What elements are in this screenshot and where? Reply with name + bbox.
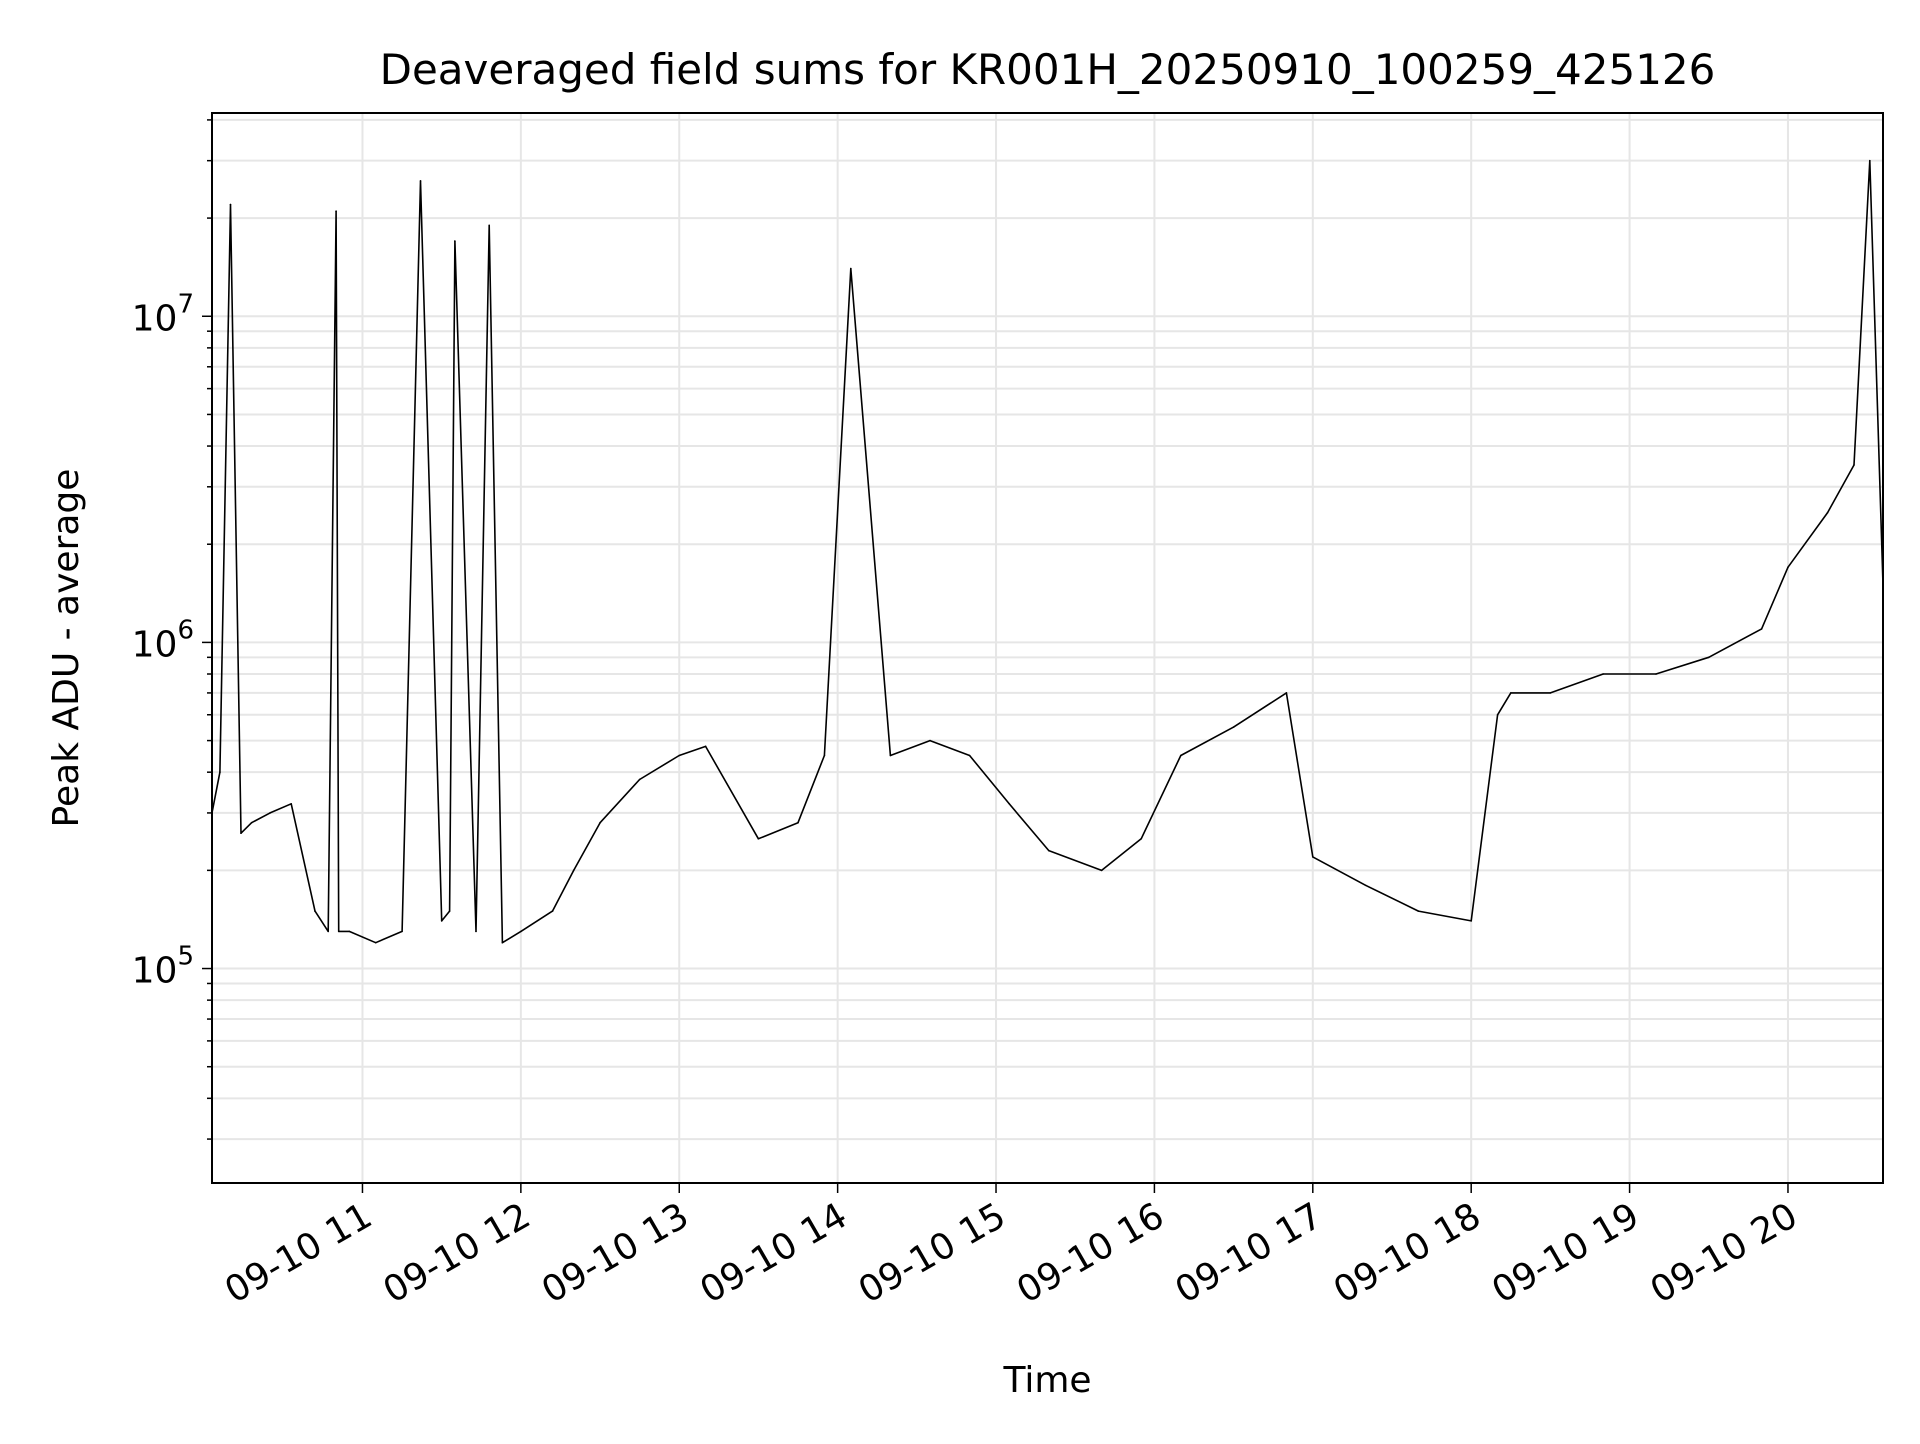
data-point	[1008, 802, 1011, 805]
data-point	[290, 802, 292, 805]
data-point	[889, 754, 892, 757]
x-tick-label: 09-10 13	[535, 1195, 696, 1311]
data-point	[823, 754, 826, 757]
data-point	[551, 910, 554, 912]
data-point	[250, 821, 253, 824]
data-point	[757, 837, 760, 840]
data-point	[1496, 713, 1499, 716]
plot-frame	[211, 112, 1884, 1184]
data-point	[454, 240, 456, 242]
data-point	[1232, 726, 1235, 728]
data-point	[1869, 159, 1871, 162]
data-point	[1417, 910, 1420, 912]
series-layer	[211, 159, 1884, 944]
data-point	[219, 771, 221, 773]
data-point	[475, 930, 477, 933]
series-line	[211, 159, 1884, 944]
x-tick-label: 09-10 19	[1485, 1195, 1646, 1311]
data-point	[1549, 692, 1552, 694]
data-point	[929, 739, 931, 742]
data-point	[678, 754, 681, 757]
x-tick-label: 09-10 12	[377, 1195, 538, 1311]
data-point	[374, 941, 377, 944]
grid-lines	[212, 113, 1883, 1183]
data-point	[704, 745, 707, 748]
x-tick-label: 09-10 15	[852, 1195, 1013, 1311]
data-point	[1048, 849, 1050, 852]
y-axis-label: Peak ADU - average	[46, 469, 87, 828]
y-tick-label: 105	[132, 942, 194, 992]
data-point	[850, 267, 852, 270]
x-tick-label: 09-10 17	[1169, 1195, 1330, 1311]
data-point	[488, 224, 490, 227]
y-axis: 105 106 107	[132, 119, 212, 1140]
data-point	[1285, 692, 1288, 694]
data-point	[968, 754, 971, 757]
data-point	[1655, 673, 1657, 675]
data-point	[501, 941, 504, 944]
x-tick-label: 09-10 16	[1010, 1195, 1171, 1311]
y-tick-label: 106	[132, 615, 194, 665]
data-point	[269, 812, 271, 814]
data-point	[314, 910, 316, 912]
x-tick-label: 09-10 11	[218, 1195, 379, 1311]
data-point	[1470, 920, 1472, 922]
data-point	[337, 930, 340, 933]
data-point	[1707, 656, 1710, 659]
data-point	[1826, 511, 1829, 514]
data-point	[240, 832, 242, 835]
x-tick-label: 09-10 20	[1644, 1195, 1805, 1311]
y-tick-label: 107	[132, 289, 194, 339]
data-point	[440, 920, 443, 922]
data-point	[327, 930, 329, 933]
data-point	[448, 910, 451, 912]
data-point	[599, 821, 601, 824]
data-point	[1180, 754, 1182, 757]
data-point	[520, 930, 522, 933]
data-point	[638, 778, 641, 781]
data-point	[1100, 869, 1103, 872]
data-point	[1760, 628, 1763, 630]
data-point	[1312, 856, 1314, 858]
x-tick-label: 09-10 14	[693, 1195, 854, 1311]
data-point	[348, 930, 351, 933]
x-tick-label: 09-10 18	[1327, 1195, 1488, 1311]
data-point	[1602, 673, 1604, 675]
data-point	[229, 203, 232, 206]
data-point	[572, 869, 575, 872]
data-point	[797, 821, 799, 824]
data-point	[335, 210, 337, 212]
data-point	[1140, 837, 1143, 840]
chart-title: Deaveraged field sums for KR001H_2025091…	[380, 45, 1716, 94]
x-axis-label: Time	[1002, 1360, 1091, 1401]
data-point	[1787, 566, 1789, 569]
data-point	[419, 180, 422, 182]
data-point	[1853, 464, 1855, 466]
data-point	[1509, 692, 1512, 694]
data-point	[1364, 884, 1367, 887]
data-point	[401, 930, 403, 933]
